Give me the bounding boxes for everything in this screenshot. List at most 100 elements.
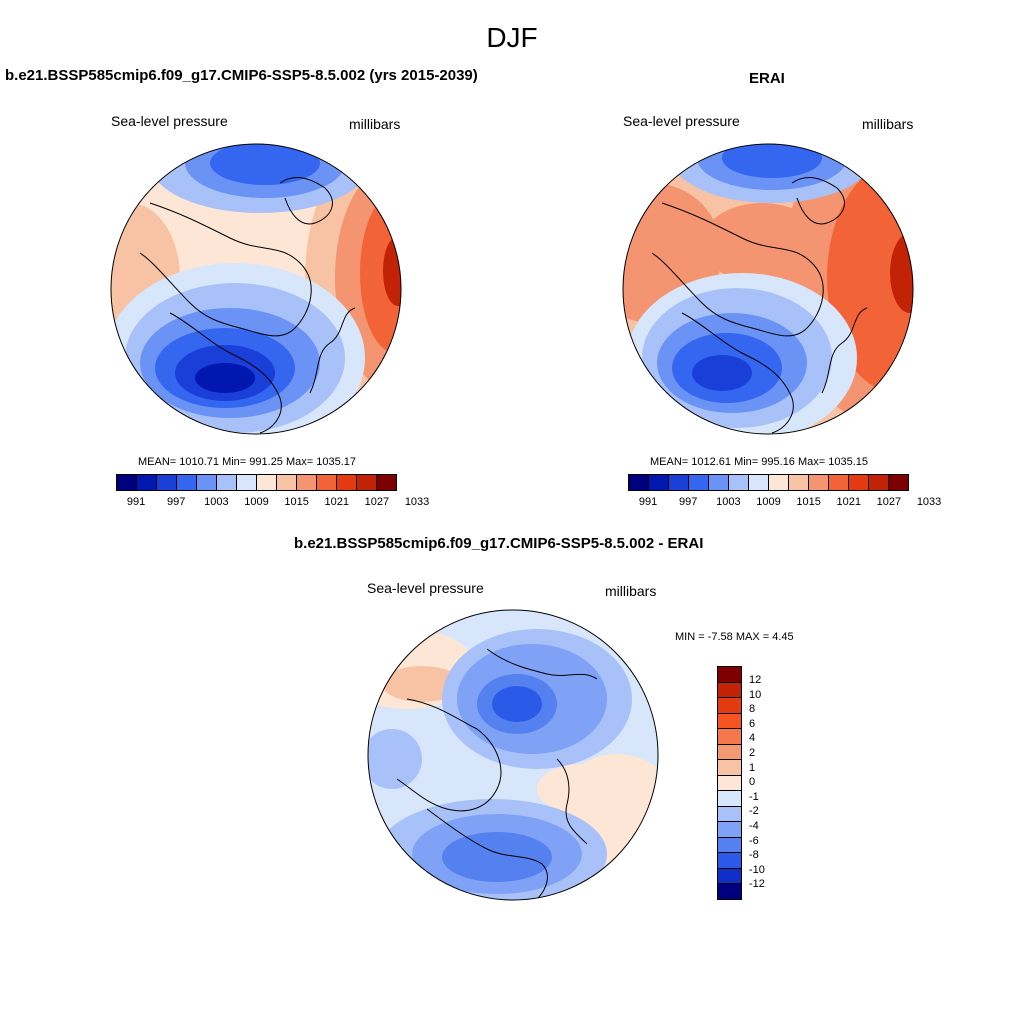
colorbar-swatch <box>317 475 337 490</box>
low-pressure-south <box>692 355 752 391</box>
colorbar-swatch <box>137 475 157 490</box>
erai-colorbar <box>628 474 909 491</box>
colorbar-tick-label: -1 <box>749 790 759 803</box>
low-pressure-north <box>210 144 320 185</box>
erai-stats-text: MEAN= 1012.61 Min= 995.16 Max= 1035.15 <box>650 456 869 468</box>
diff-panel-title: b.e21.BSSP585cmip6.f09_g17.CMIP6-SSP5-8.… <box>294 535 704 552</box>
diff-colorbar-labels: 12 10 8 6 4 2 1 0 -1 -2 -4 -6 -8 -10 -12 <box>749 673 765 892</box>
colorbar-tick-label: 10 <box>749 688 762 701</box>
colorbar-tick-label: -4 <box>749 819 759 832</box>
colorbar-tick-label: 1021 <box>324 496 350 508</box>
colorbar-swatch <box>357 475 377 490</box>
colorbar-tick-label: 6 <box>749 717 756 730</box>
colorbar-tick-label: 0 <box>749 776 756 789</box>
colorbar-swatch <box>718 822 741 838</box>
negative-anomaly-center <box>492 686 542 722</box>
colorbar-tick-label: 1021 <box>836 496 862 508</box>
figure-title: DJF <box>486 22 538 53</box>
diff-variable-label: Sea-level pressure <box>367 580 484 596</box>
diff-colorbar <box>717 666 742 900</box>
colorbar-tick-label: 991 <box>126 496 146 508</box>
low-pressure-south <box>195 363 255 393</box>
colorbar-swatch <box>718 744 741 761</box>
colorbar-swatch <box>718 682 741 699</box>
colorbar-tick-label: -8 <box>749 849 759 862</box>
model-stats-text: MEAN= 1010.71 Min= 991.25 Max= 1035.17 <box>138 456 357 468</box>
colorbar-swatch <box>718 868 741 885</box>
coastline <box>791 177 845 225</box>
colorbar-swatch <box>257 475 277 490</box>
colorbar-tick-label: 1 <box>749 761 756 774</box>
model-units-label: millibars <box>349 116 401 132</box>
colorbar-tick-label: 1033 <box>916 496 942 508</box>
colorbar-tick-label: 1015 <box>796 496 821 508</box>
colorbar-swatch <box>718 884 741 899</box>
colorbar-swatch <box>829 475 849 490</box>
colorbar-tick-label: 12 <box>749 674 762 686</box>
colorbar-swatch <box>197 475 217 490</box>
high-pressure-east <box>383 236 401 306</box>
negative-anomaly-south <box>442 832 552 882</box>
colorbar-swatch <box>629 475 649 490</box>
colorbar-tick-label: 1003 <box>204 496 229 508</box>
colorbar-tick-label: 1033 <box>404 496 430 508</box>
colorbar-swatch <box>718 853 741 869</box>
colorbar-swatch <box>669 475 689 490</box>
coastline <box>821 307 868 394</box>
colorbar-swatch <box>718 791 741 807</box>
erai-units-label: millibars <box>862 116 914 132</box>
coastline <box>486 648 598 680</box>
colorbar-swatch <box>718 760 741 776</box>
erai-panel-title: ERAI <box>749 70 785 87</box>
coastline <box>681 312 794 434</box>
diff-minmax-text: MIN = -7.58 MAX = 4.45 <box>675 631 794 643</box>
coastline <box>651 202 824 337</box>
colorbar-tick-label: 997 <box>167 496 186 508</box>
colorbar-swatch <box>729 475 749 490</box>
high-pressure-east <box>890 233 913 313</box>
colorbar-swatch <box>337 475 357 490</box>
model-colorbar <box>116 474 397 491</box>
coastline <box>426 808 548 900</box>
coastline <box>309 307 356 394</box>
colorbar-swatch <box>157 475 177 490</box>
coastline <box>169 312 282 434</box>
colorbar-tick-label: 1009 <box>756 496 781 508</box>
colorbar-tick-label: 8 <box>749 703 756 716</box>
colorbar-tick-label: 1027 <box>364 496 390 508</box>
colorbar-swatch <box>769 475 789 490</box>
colorbar-swatch <box>718 713 741 730</box>
colorbar-swatch <box>709 475 729 490</box>
diff-polar-map <box>367 609 659 901</box>
colorbar-tick-label: -10 <box>749 863 765 876</box>
colorbar-swatch <box>718 729 741 745</box>
colorbar-swatch <box>809 475 829 490</box>
colorbar-swatch <box>377 475 396 490</box>
colorbar-tick-label: 1003 <box>716 496 741 508</box>
negative-anomaly-west <box>368 729 422 789</box>
colorbar-tick-label: 997 <box>679 496 698 508</box>
erai-variable-label: Sea-level pressure <box>623 113 740 129</box>
colorbar-tick-label: 1015 <box>284 496 309 508</box>
colorbar-tick-label: 991 <box>638 496 658 508</box>
colorbar-swatch <box>718 837 741 854</box>
colorbar-swatch <box>718 806 741 823</box>
colorbar-swatch <box>749 475 769 490</box>
diff-units-label: millibars <box>605 583 657 599</box>
model-polar-map <box>110 143 402 435</box>
model-panel-title: b.e21.BSSP585cmip6.f09_g17.CMIP6-SSP5-8.… <box>5 67 478 84</box>
coastline <box>396 698 502 812</box>
colorbar-swatch <box>237 475 257 490</box>
high-pressure-center <box>702 203 822 283</box>
colorbar-tick-label: 1009 <box>244 496 269 508</box>
coastline <box>139 202 312 337</box>
model-variable-label: Sea-level pressure <box>111 113 228 129</box>
colorbar-tick-label: -12 <box>749 878 765 891</box>
colorbar-tick-label: -6 <box>749 834 759 847</box>
colorbar-swatch <box>718 667 741 683</box>
colorbar-tick-label: 2 <box>749 746 756 759</box>
colorbar-swatch <box>689 475 709 490</box>
colorbar-swatch <box>869 475 889 490</box>
colorbar-swatch <box>177 475 197 490</box>
colorbar-swatch <box>217 475 237 490</box>
